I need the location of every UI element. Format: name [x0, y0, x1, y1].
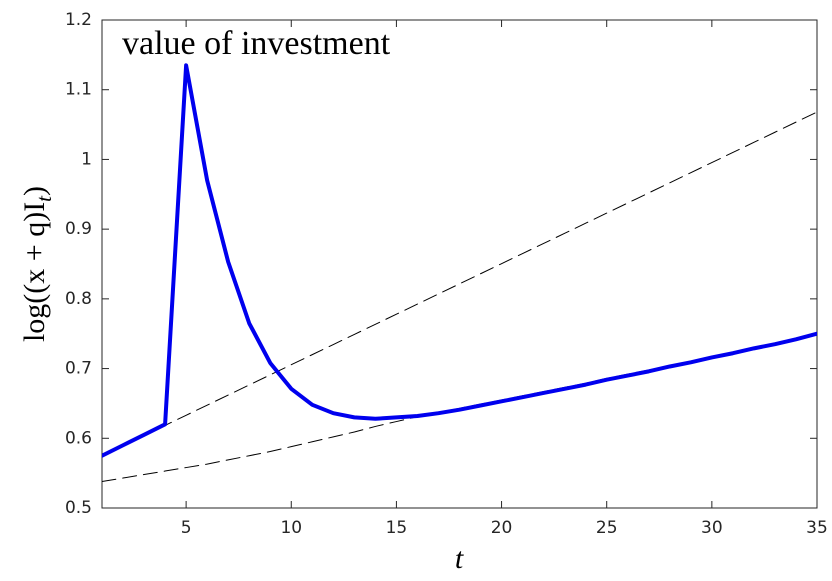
- x-tick-label: 10: [280, 518, 302, 538]
- x-axis-label: t: [455, 542, 464, 575]
- y-tick-label: 0.9: [65, 219, 92, 239]
- y-tick-label: 1: [81, 149, 92, 169]
- y-tick-label: 0.7: [65, 359, 92, 379]
- y-tick-label: 0.6: [65, 428, 92, 448]
- x-tick-label: 15: [386, 518, 408, 538]
- y-tick-label: 0.8: [65, 289, 92, 309]
- y-label-subscript: t: [32, 195, 56, 202]
- x-tick-label: 35: [806, 518, 828, 538]
- y-label-close: ): [18, 186, 51, 196]
- y-tick-label: 1.2: [65, 10, 92, 30]
- x-tick-label: 20: [491, 518, 513, 538]
- x-tick-label: 5: [181, 518, 192, 538]
- plot-area: [101, 19, 818, 509]
- y-tick-label: 0.5: [65, 498, 92, 518]
- series-line: [102, 63, 817, 458]
- y-axis-label: log((x + q)It): [18, 186, 56, 342]
- lines: [102, 63, 817, 483]
- axes: 5 10 15 20 25 30 35 0.5 0.6 0.7 0.8 0.9 1 1.1 1.2: [65, 10, 828, 538]
- y-tick-label: 1.1: [65, 80, 92, 100]
- x-tick-label: 30: [701, 518, 723, 538]
- annotation: value of investment: [122, 25, 391, 62]
- series-line: [102, 111, 817, 457]
- x-tick-label: 25: [596, 518, 618, 538]
- y-label-text: log((x + q)I: [18, 202, 51, 342]
